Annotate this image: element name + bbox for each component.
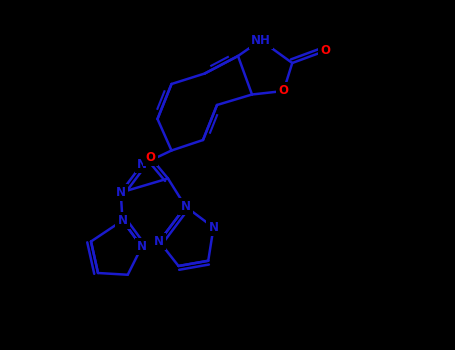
Text: O: O	[320, 44, 330, 57]
Text: O: O	[146, 151, 156, 164]
Text: N: N	[116, 186, 126, 199]
Text: N: N	[208, 221, 218, 234]
Text: N: N	[137, 240, 147, 253]
Text: NH: NH	[251, 34, 271, 47]
Text: O: O	[278, 84, 288, 98]
Text: N: N	[181, 200, 191, 213]
Text: N: N	[137, 158, 147, 171]
Text: N: N	[117, 214, 127, 227]
Text: N: N	[154, 235, 164, 248]
